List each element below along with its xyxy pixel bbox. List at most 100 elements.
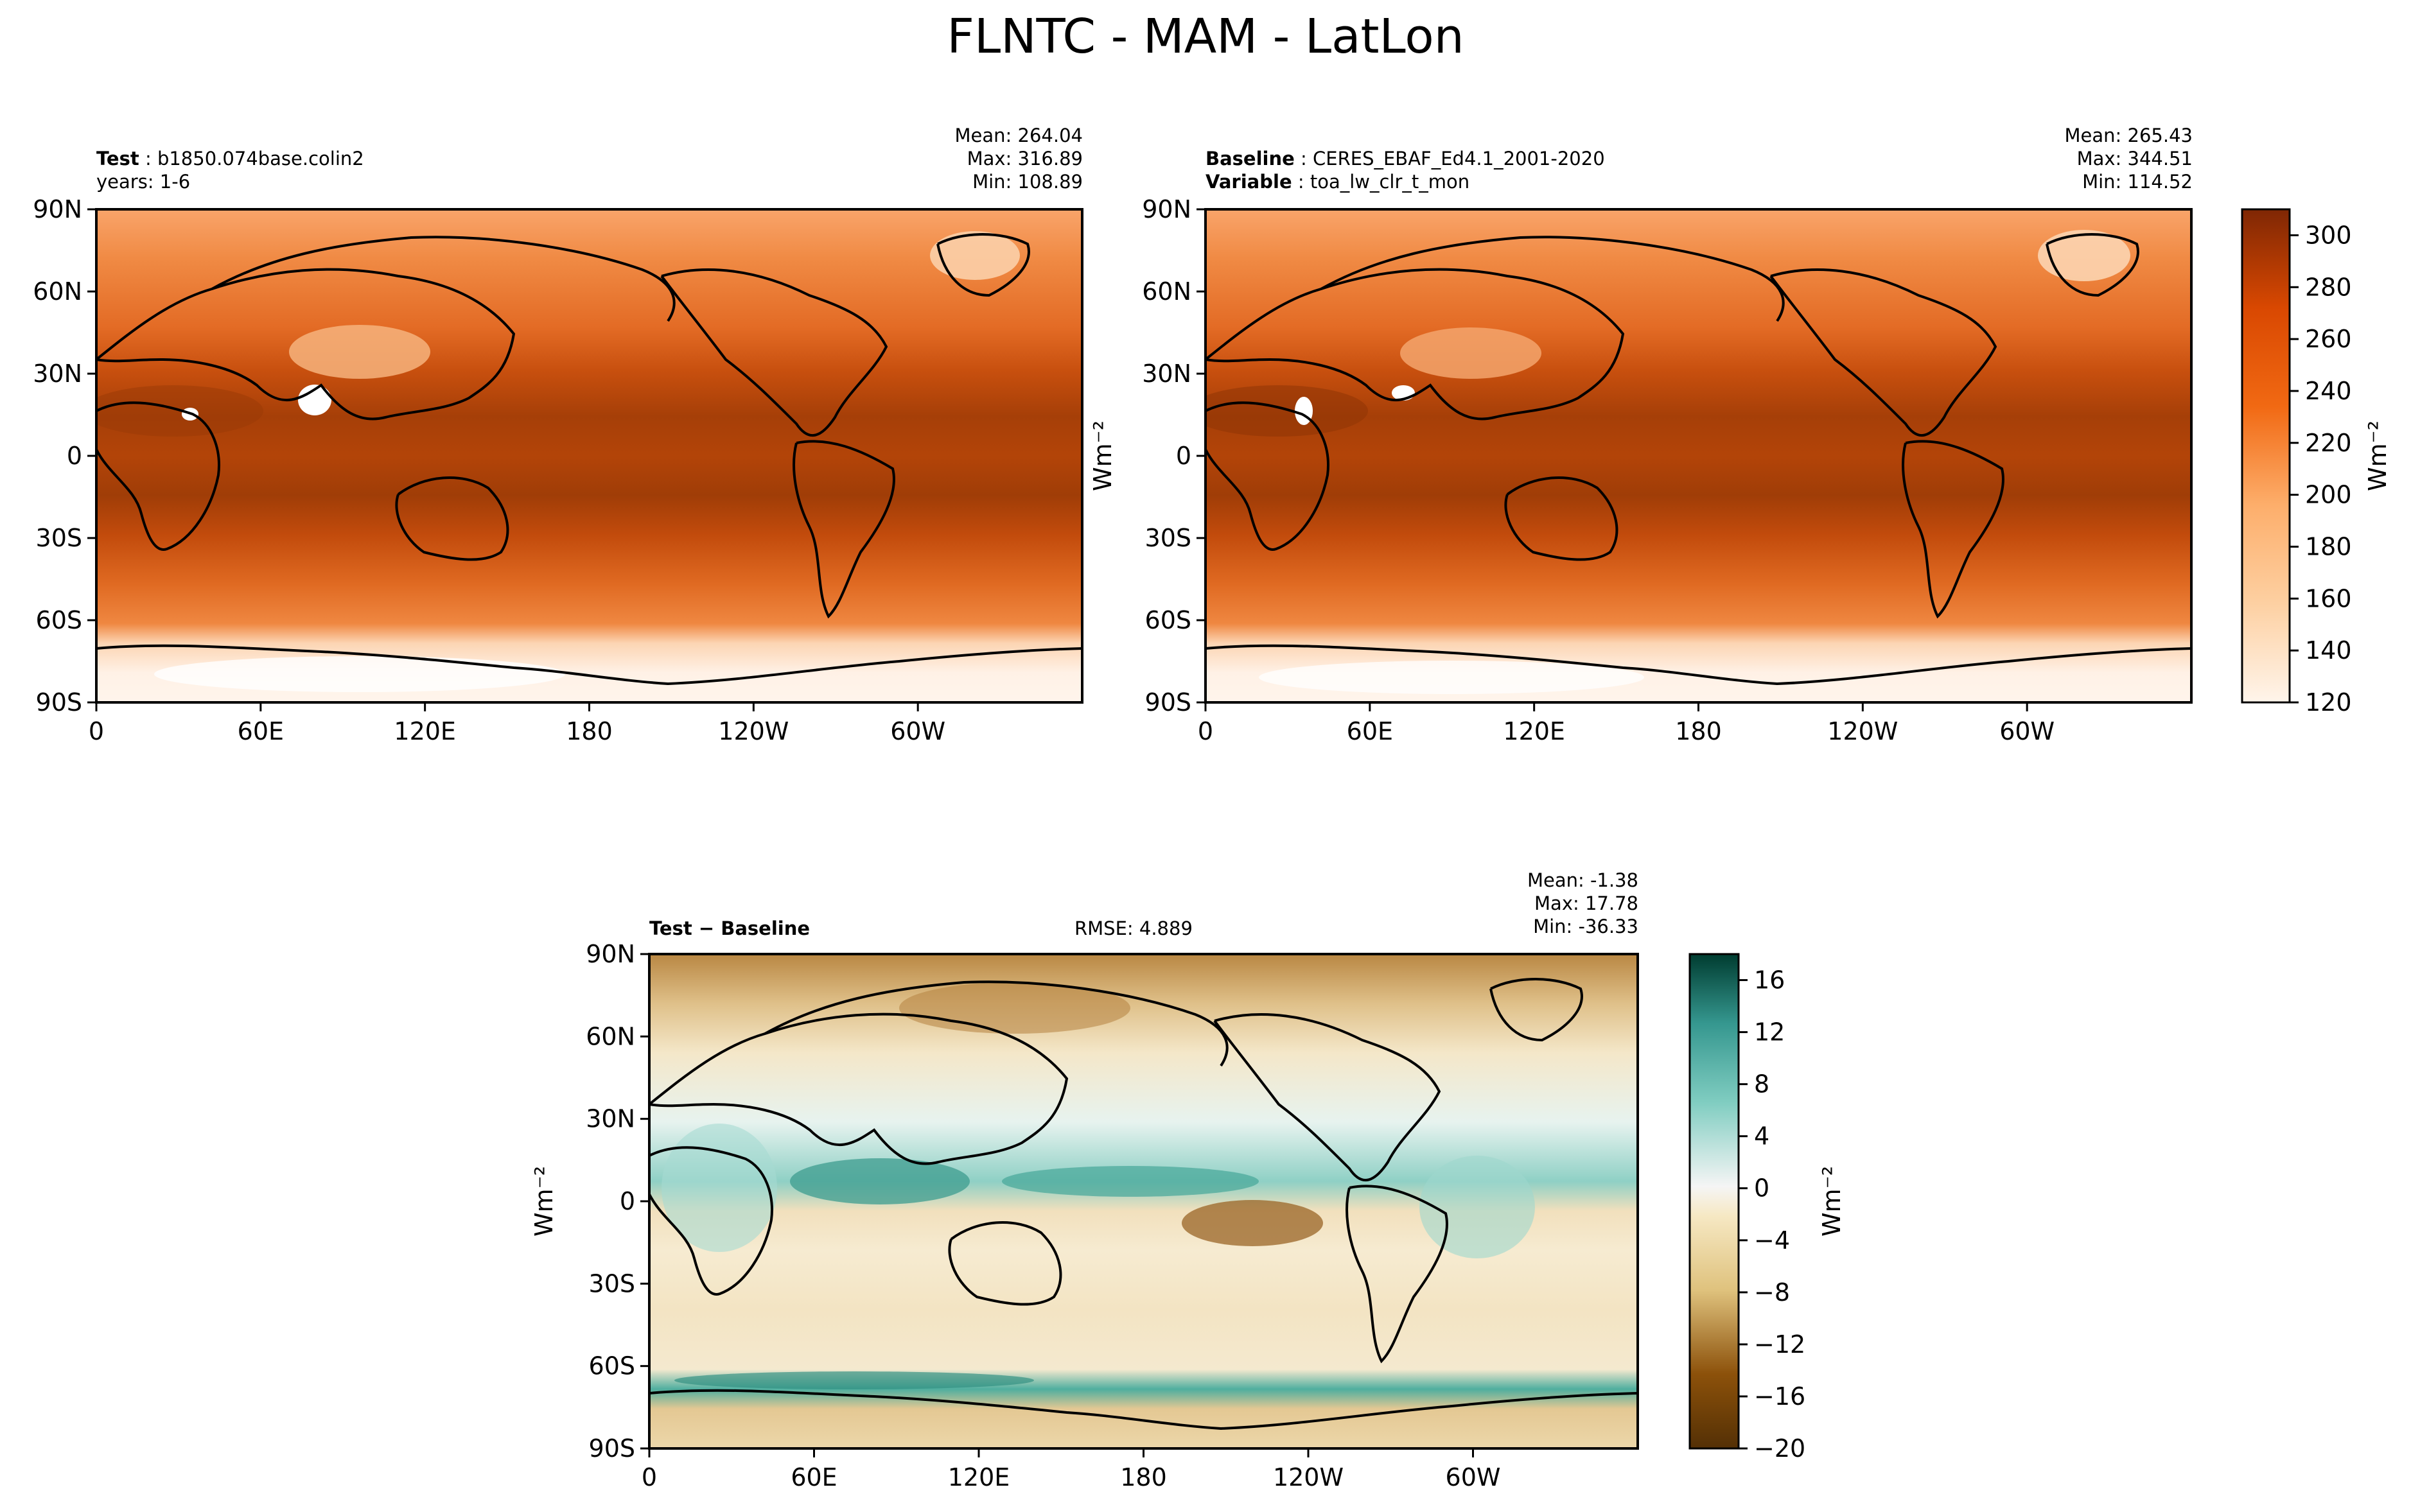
baseline-coastlines <box>1206 233 2191 686</box>
test-coast-eurasia <box>96 268 516 421</box>
baseline-coast-australia <box>1504 476 1618 561</box>
colorbar-top-tick-label: 200 <box>2305 481 2352 509</box>
diff-xtick-label: 120W <box>1273 1463 1344 1491</box>
test-coast-asia-north <box>211 236 676 322</box>
test-tibet-low <box>289 325 430 379</box>
colorbar-top-frame <box>2241 208 2291 704</box>
baseline-sahara-high <box>1206 385 1368 437</box>
diff-coastlines <box>649 978 1638 1430</box>
test-xtick-label: 60E <box>238 717 284 745</box>
baseline-coast-africa <box>1206 401 1329 551</box>
diff-max: Max: 17.78 <box>1534 892 1638 914</box>
baseline-map <box>1206 209 2191 702</box>
test-ytick-label: 90N <box>33 195 82 223</box>
colorbar-top-fill <box>2242 209 2290 702</box>
test-ytick-label: 60S <box>36 606 82 634</box>
test-coast-africa <box>96 401 220 551</box>
baseline-antarctic-white <box>1259 661 1644 694</box>
colorbar-diff-tick-label: −8 <box>1754 1278 1790 1307</box>
colorbar-top-tick-label: 140 <box>2305 636 2352 665</box>
baseline-ytick-label: 90S <box>1145 688 1191 717</box>
colorbar-diff-tick-label: −16 <box>1754 1382 1805 1411</box>
test-coastlines <box>96 233 1082 686</box>
test-header: Test : b1850.074base.colin2 years: 1-6 <box>96 148 364 193</box>
test-coast-antarctica <box>96 644 1082 686</box>
test-ytick-label: 30N <box>33 360 82 388</box>
baseline-coast-greenland <box>2046 233 2139 297</box>
diff-africa-pos <box>662 1124 777 1252</box>
test-case: b1850.074base.colin2 <box>157 148 364 169</box>
colorbar-top-tick-label: 160 <box>2305 584 2352 613</box>
diff-indian-ocean-pos <box>790 1158 970 1204</box>
test-field <box>96 209 1082 702</box>
colorbar-diff-tick-label: 8 <box>1754 1070 1769 1099</box>
test-xtick-label: 120W <box>718 717 789 745</box>
test-antarctic-white <box>154 656 565 692</box>
colorbar-top-tick-label: 120 <box>2305 688 2352 717</box>
colorbar-diff-tick-label: −4 <box>1754 1226 1790 1255</box>
diff-mean: Mean: -1.38 <box>1527 869 1638 891</box>
diff-pacific-pos <box>1002 1166 1259 1197</box>
colorbar-diff-tick-label: 0 <box>1754 1174 1769 1203</box>
baseline-coast-asia-north <box>1320 236 1785 322</box>
diff-ytick-label: 30S <box>589 1269 635 1298</box>
test-key: Test <box>96 148 139 169</box>
baseline-dataset: CERES_EBAF_Ed4.1_2001-2020 <box>1313 148 1605 169</box>
test-xtick-label: 0 <box>89 717 104 745</box>
variable-key: Variable <box>1206 171 1292 193</box>
test-ylabel: Wm⁻² <box>1089 421 1117 491</box>
test-gap-india <box>298 385 331 415</box>
diff-map <box>649 954 1638 1448</box>
baseline-xtick-label: 60E <box>1347 717 1393 745</box>
baseline-field <box>1206 209 2191 702</box>
diff-ylabel: Wm⁻² <box>530 1166 558 1237</box>
baseline-tibet-low <box>1400 327 1541 379</box>
test-xtick-label: 120E <box>394 717 456 745</box>
baseline-xtick-label: 120E <box>1503 717 1565 745</box>
baseline-coast-eurasia <box>1206 268 1625 421</box>
test-mean: Mean: 264.04 <box>954 125 1083 146</box>
test-xtick-label: 60W <box>890 717 945 745</box>
test-max: Max: 316.89 <box>967 148 1083 169</box>
diff-min: Min: -36.33 <box>1533 916 1638 937</box>
diff-ytick-label: 0 <box>620 1187 635 1215</box>
colorbar-diff-tick-label: −20 <box>1754 1434 1805 1463</box>
baseline-ytick-label: 0 <box>1176 442 1191 470</box>
test-map <box>96 209 1082 702</box>
diff-ytick-label: 90S <box>589 1434 635 1463</box>
diff-coast-samerica <box>1346 1185 1448 1364</box>
diff-xtick-label: 0 <box>642 1463 657 1491</box>
baseline-ytick-label: 30S <box>1145 524 1191 552</box>
colorbar-diff-tick-label: 16 <box>1754 966 1785 995</box>
test-coast-namerica <box>660 268 888 437</box>
test-ytick-label: 30S <box>36 524 82 552</box>
figure-title: FLNTC - MAM - LatLon <box>947 9 1464 64</box>
diff-xtick-label: 120E <box>948 1463 1010 1491</box>
diff-key-a: Test <box>649 917 692 939</box>
baseline-xtick-label: 0 <box>1198 717 1213 745</box>
diff-xtick-label: 180 <box>1120 1463 1167 1491</box>
test-ytick-label: 60N <box>33 277 82 306</box>
test-stats: Mean: 264.04 Max: 316.89 Min: 108.89 <box>955 124 1083 193</box>
diff-samerica-pos <box>1419 1156 1535 1258</box>
diff-pacific-neg <box>1182 1200 1323 1246</box>
diff-coast-antarctica <box>649 1389 1638 1430</box>
diff-coast-asia-north <box>764 980 1229 1067</box>
diff-xtick-label: 60W <box>1446 1463 1501 1491</box>
colorbar-diff-tick-label: 4 <box>1754 1122 1769 1151</box>
test-ytick-label: 0 <box>67 442 82 470</box>
colorbar-diff-fill <box>1690 954 1739 1448</box>
diff-ytick-label: 60N <box>586 1022 635 1050</box>
baseline-stats: Mean: 265.43 Max: 344.51 Min: 114.52 <box>2065 124 2193 193</box>
baseline-greenland-low <box>2038 230 2130 281</box>
colorbar-diff-frame <box>1688 953 1740 1450</box>
baseline-key: Baseline <box>1206 148 1295 169</box>
diff-coast-eurasia <box>649 1012 1069 1165</box>
diff-ytick-label: 30N <box>586 1105 635 1133</box>
test-coast-australia <box>395 476 509 561</box>
colorbar-diff-tick-label: −12 <box>1754 1330 1805 1359</box>
colorbar-top-tick-label: 240 <box>2305 377 2352 405</box>
diff-header: Test − Baseline <box>649 917 811 939</box>
